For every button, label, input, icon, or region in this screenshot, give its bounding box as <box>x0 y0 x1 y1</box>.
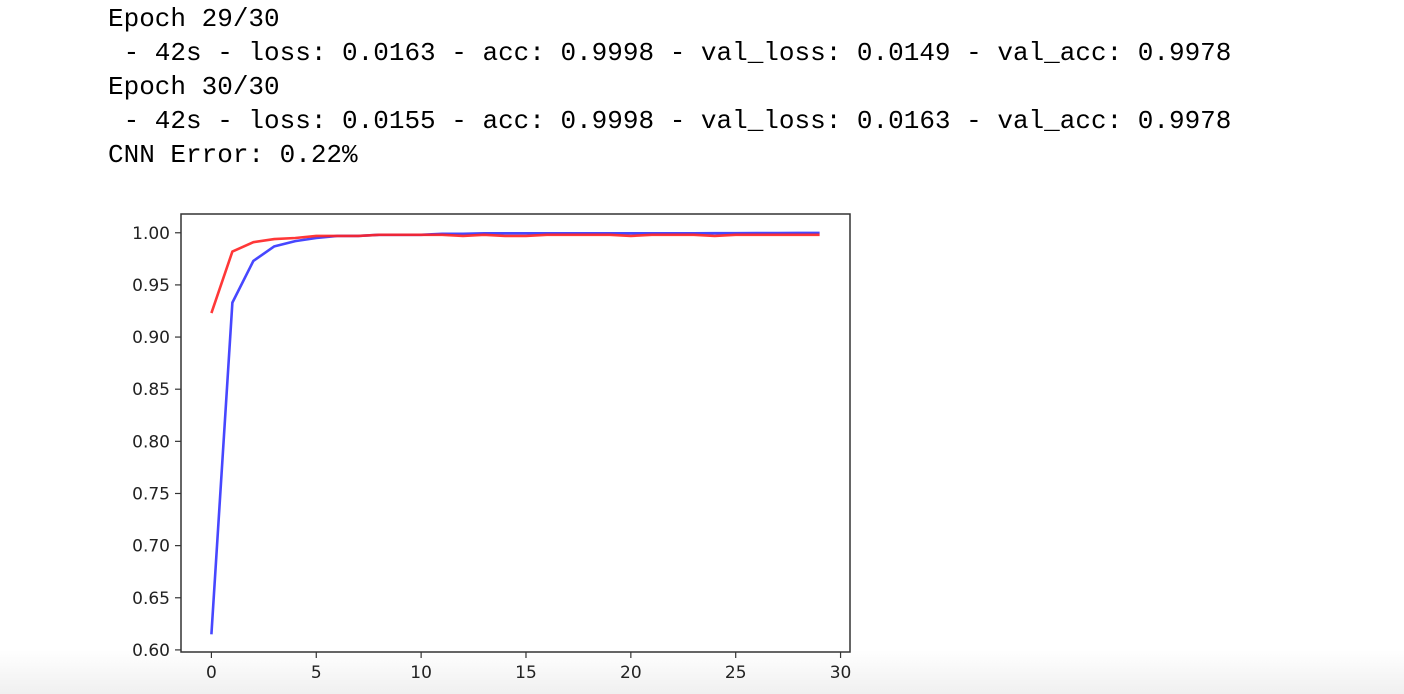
console-line: CNN Error: 0.22% <box>108 140 358 170</box>
y-axis: 0.60 0.65 0.70 0.75 0.80 0.85 0.90 0.95 1.00 <box>132 224 181 661</box>
series-lines <box>210 231 820 635</box>
x-tick-label: 5 <box>311 663 322 683</box>
console-line: Epoch 29/30 <box>108 4 280 34</box>
x-tick-label: 25 <box>725 663 747 683</box>
x-tick-label: 0 <box>206 663 217 683</box>
console-line: - 42s - loss: 0.0163 - acc: 0.9998 - val… <box>108 38 1232 68</box>
plot-frame <box>180 213 851 653</box>
y-tick-label: 0.65 <box>132 589 170 609</box>
y-tick-label: 0.85 <box>132 380 170 400</box>
y-tick-label: 0.60 <box>132 641 170 661</box>
series-line-1 <box>210 231 820 635</box>
y-tick-label: 0.75 <box>132 484 170 504</box>
x-tick-label: 15 <box>515 663 537 683</box>
series-line-2 <box>210 233 820 314</box>
console-output: Epoch 29/30 - 42s - loss: 0.0163 - acc: … <box>108 2 1231 172</box>
y-tick-label: 0.95 <box>132 276 170 296</box>
x-tick-label: 30 <box>830 663 852 683</box>
y-tick-label: 1.00 <box>132 224 170 244</box>
console-line: Epoch 30/30 <box>108 72 280 102</box>
console-line: - 42s - loss: 0.0155 - acc: 0.9998 - val… <box>108 106 1232 136</box>
y-tick-label: 0.80 <box>132 432 170 452</box>
x-axis: 0 5 10 15 20 25 30 <box>206 652 851 683</box>
y-tick-label: 0.90 <box>132 328 170 348</box>
y-tick-label: 0.70 <box>132 537 170 557</box>
x-tick-label: 20 <box>620 663 642 683</box>
x-tick-label: 10 <box>410 663 432 683</box>
